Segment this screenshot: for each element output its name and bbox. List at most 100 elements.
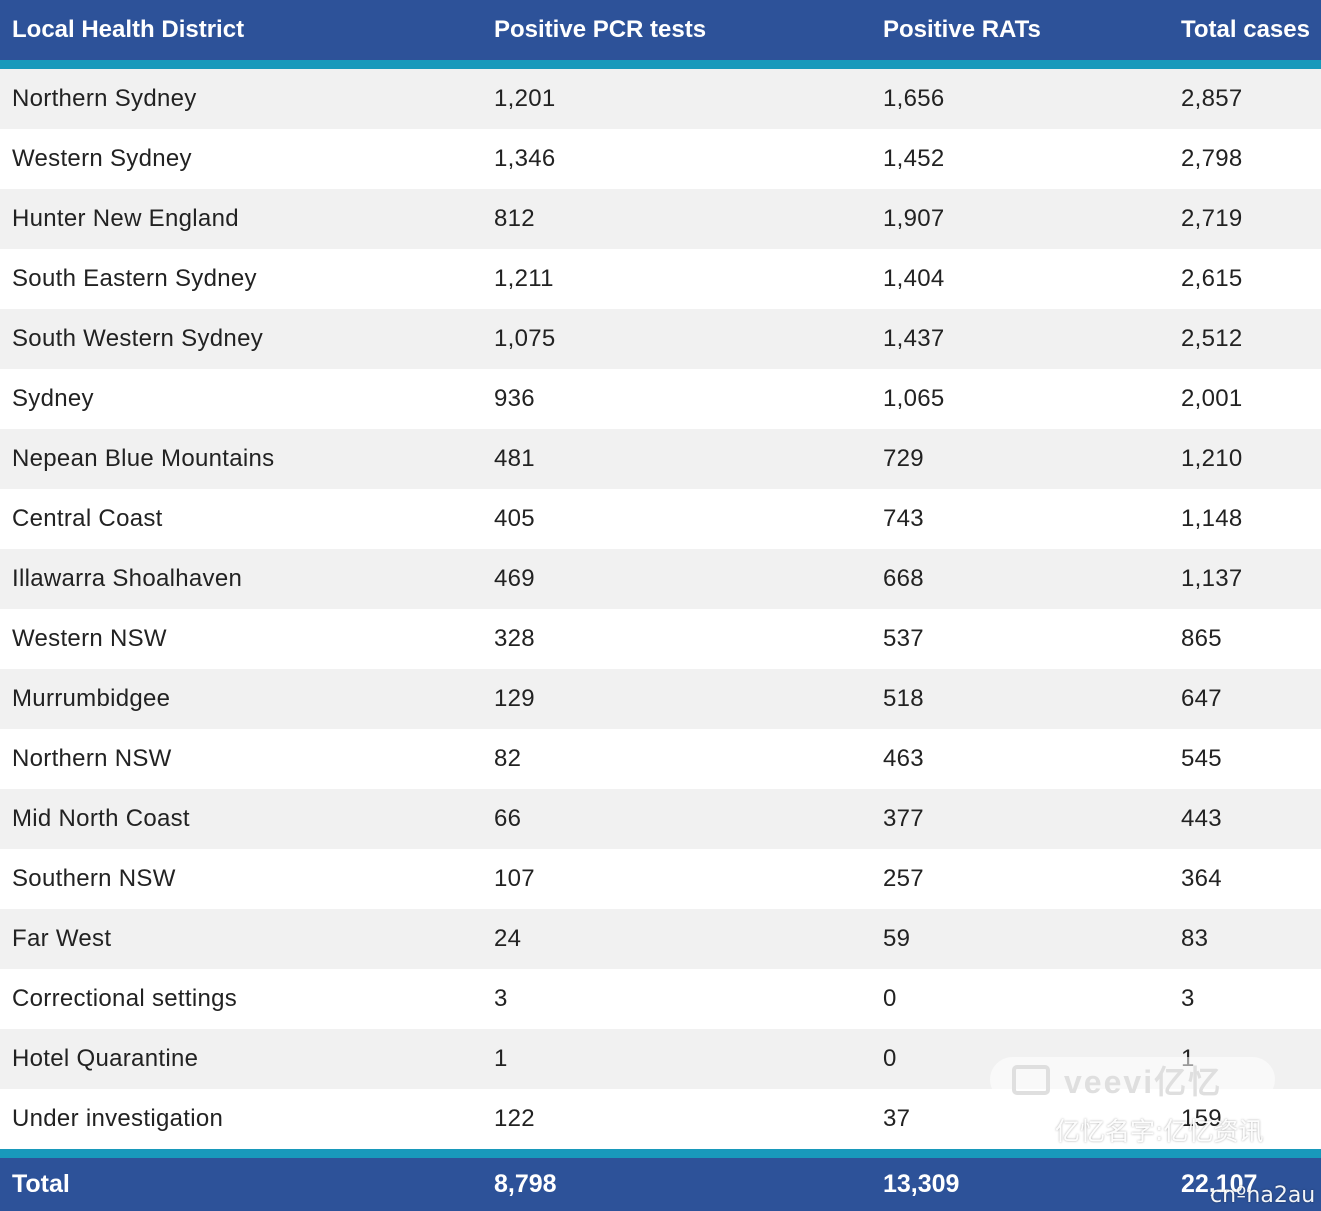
column-header-rats: Positive RATs xyxy=(883,16,1041,43)
table-cell-pcr: 129 xyxy=(494,685,535,712)
table-cell-total: 2,798 xyxy=(1181,145,1243,172)
table-cell-pcr: 1 xyxy=(494,1045,508,1072)
table-cell-total: 2,001 xyxy=(1181,385,1243,412)
table-cell-pcr: 122 xyxy=(494,1105,535,1132)
table-cell-total: 1,137 xyxy=(1181,565,1243,592)
table-cell-rats: 1,907 xyxy=(883,205,945,232)
table-cell-district: Western NSW xyxy=(12,625,167,652)
table-row: Western Sydney 1,346 1,452 2,798 xyxy=(0,129,1321,189)
table-cell-district: Sydney xyxy=(12,385,94,412)
table-cell-district: Correctional settings xyxy=(12,985,238,1012)
table-cell-pcr: 1,346 xyxy=(494,145,556,172)
watermark-caption: 亿忆名字:亿忆资讯 xyxy=(1055,1117,1264,1146)
watermark-logo-icon xyxy=(1012,1064,1050,1095)
table-cell-district: Central Coast xyxy=(12,505,163,532)
total-rats: 13,309 xyxy=(883,1170,960,1198)
table-cell-total: 159 xyxy=(1181,1105,1222,1132)
table-cell-pcr: 1,075 xyxy=(494,325,556,352)
table-cell-district: Northern NSW xyxy=(12,745,172,772)
table-total-row: Total 8,798 13,309 22,107 xyxy=(0,1158,1321,1211)
table-row: Correctional settings 3 0 3 xyxy=(0,969,1321,1029)
table-cell-district: South Western Sydney xyxy=(12,325,264,352)
table-cell-pcr: 469 xyxy=(494,565,535,592)
table-cell-total: 2,719 xyxy=(1181,205,1243,232)
table-cell-pcr: 405 xyxy=(494,505,535,532)
table-row: Northern NSW 82 463 545 xyxy=(0,729,1321,789)
table-cell-pcr: 24 xyxy=(494,925,522,952)
table-cell-pcr: 82 xyxy=(494,745,522,772)
table-row: Southern NSW 107 257 364 xyxy=(0,849,1321,909)
watermark-badge: veevi亿忆 xyxy=(990,1057,1275,1102)
column-header-pcr: Positive PCR tests xyxy=(494,16,707,43)
table-cell-total: 545 xyxy=(1181,745,1222,772)
table-cell-total: 865 xyxy=(1181,625,1222,652)
table-cell-rats: 1,437 xyxy=(883,325,945,352)
table-cell-rats: 1,452 xyxy=(883,145,945,172)
table-row: Hunter New England 812 1,907 2,719 xyxy=(0,189,1321,249)
table-row: Sydney 936 1,065 2,001 xyxy=(0,369,1321,429)
watermark-badge-text: veevi亿忆 xyxy=(1064,1063,1223,1100)
table-cell-total: 2,615 xyxy=(1181,265,1243,292)
table-cell-total: 3 xyxy=(1181,985,1195,1012)
table-cell-district: Murrumbidgee xyxy=(12,685,171,712)
table-cell-rats: 37 xyxy=(883,1105,911,1132)
table-cell-rats: 257 xyxy=(883,865,924,892)
total-label: Total xyxy=(12,1170,70,1198)
table-cell-pcr: 66 xyxy=(494,805,522,832)
table-row: Central Coast 405 743 1,148 xyxy=(0,489,1321,549)
table-cell-pcr: 936 xyxy=(494,385,535,412)
table-row: Illawarra Shoalhaven 469 668 1,137 xyxy=(0,549,1321,609)
table-row: South Eastern Sydney 1,211 1,404 2,615 xyxy=(0,249,1321,309)
table-cell-rats: 377 xyxy=(883,805,924,832)
table-cell-rats: 668 xyxy=(883,565,924,592)
table-cell-pcr: 1,201 xyxy=(494,85,556,112)
table-cell-total: 83 xyxy=(1181,925,1209,952)
table-row: Murrumbidgee 129 518 647 xyxy=(0,669,1321,729)
table-cell-district: Far West xyxy=(12,925,112,952)
header-accent-stripe xyxy=(0,60,1321,69)
table-cell-total: 443 xyxy=(1181,805,1222,832)
table-cell-total: 1,148 xyxy=(1181,505,1243,532)
table-cell-total: 2,857 xyxy=(1181,85,1243,112)
table-cell-pcr: 328 xyxy=(494,625,535,652)
total-cases: 22,107 xyxy=(1181,1170,1258,1198)
table-cell-rats: 537 xyxy=(883,625,924,652)
table-cell-rats: 0 xyxy=(883,985,897,1012)
table-cell-pcr: 1,211 xyxy=(494,265,554,292)
table-cell-rats: 729 xyxy=(883,445,924,472)
footer-accent-stripe xyxy=(0,1149,1321,1158)
table-row: Mid North Coast 66 377 443 xyxy=(0,789,1321,849)
table-cell-rats: 463 xyxy=(883,745,924,772)
column-header-district: Local Health District xyxy=(12,16,245,43)
table-row: Far West 24 59 83 xyxy=(0,909,1321,969)
table-cell-rats: 0 xyxy=(883,1045,897,1072)
table-cell-total: 1,210 xyxy=(1181,445,1243,472)
table-cell-district: Southern NSW xyxy=(12,865,176,892)
table-cell-district: South Eastern Sydney xyxy=(12,265,257,292)
table-cell-district: Hotel Quarantine xyxy=(12,1045,199,1072)
table-cell-total: 647 xyxy=(1181,685,1222,712)
total-pcr: 8,798 xyxy=(494,1170,557,1198)
table-cell-total: 2,512 xyxy=(1181,325,1243,352)
table-cell-total: 364 xyxy=(1181,865,1222,892)
table-cell-district: Mid North Coast xyxy=(12,805,190,832)
table-cell-district: Illawarra Shoalhaven xyxy=(12,565,243,592)
table-cell-pcr: 481 xyxy=(494,445,535,472)
table-cell-pcr: 812 xyxy=(494,205,535,232)
table-cell-district: Western Sydney xyxy=(12,145,192,172)
table-cell-district: Hunter New England xyxy=(12,205,239,232)
table-cell-district: Northern Sydney xyxy=(12,85,197,112)
table-cell-pcr: 107 xyxy=(494,865,535,892)
table-cell-district: Nepean Blue Mountains xyxy=(12,445,275,472)
table-cell-rats: 59 xyxy=(883,925,911,952)
table-cell-rats: 743 xyxy=(883,505,924,532)
table-cell-rats: 1,656 xyxy=(883,85,945,112)
table-cell-rats: 518 xyxy=(883,685,924,712)
table-cell-pcr: 3 xyxy=(494,985,508,1012)
watermark-corner: cnºna2au xyxy=(1210,1183,1316,1208)
table-cell-district: Under investigation xyxy=(12,1105,224,1132)
column-header-total: Total cases xyxy=(1181,16,1310,43)
table-header-row: Local Health District Positive PCR tests… xyxy=(0,0,1321,60)
table-row: Nepean Blue Mountains 481 729 1,210 xyxy=(0,429,1321,489)
